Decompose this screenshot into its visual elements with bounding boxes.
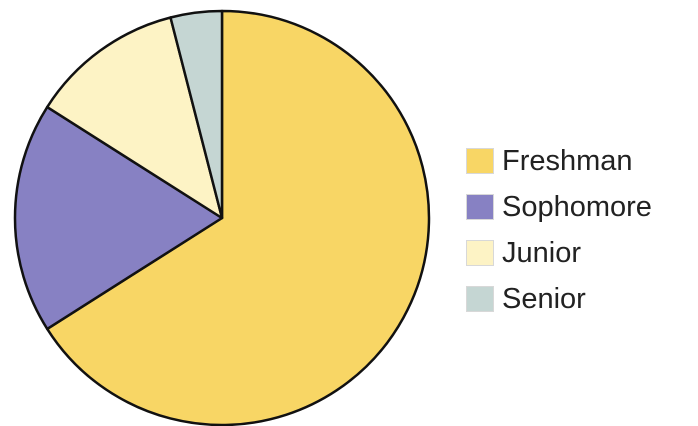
legend-swatch-senior: [466, 286, 494, 312]
legend-item-senior: Senior: [466, 276, 696, 322]
pie-slice-freshman: [45, 9, 431, 426]
pie-slice-senior: [169, 9, 224, 220]
legend-label-sophomore: Sophomore: [502, 190, 652, 223]
pie-slice-junior: [45, 16, 224, 220]
legend-item-sophomore: Sophomore: [466, 184, 696, 230]
legend-swatch-freshman: [466, 148, 494, 174]
legend-swatch-sophomore: [466, 194, 494, 220]
pie-slice-sophomore: [13, 105, 224, 331]
legend: Freshman Sophomore Junior Senior: [466, 138, 696, 322]
legend-item-freshman: Freshman: [466, 138, 696, 184]
legend-label-junior: Junior: [502, 236, 581, 269]
legend-label-freshman: Freshman: [502, 144, 633, 177]
legend-label-senior: Senior: [502, 282, 586, 315]
legend-item-junior: Junior: [466, 230, 696, 276]
legend-swatch-junior: [466, 240, 494, 266]
pie-chart-svg: [13, 9, 431, 426]
pie-slices: [13, 9, 431, 426]
